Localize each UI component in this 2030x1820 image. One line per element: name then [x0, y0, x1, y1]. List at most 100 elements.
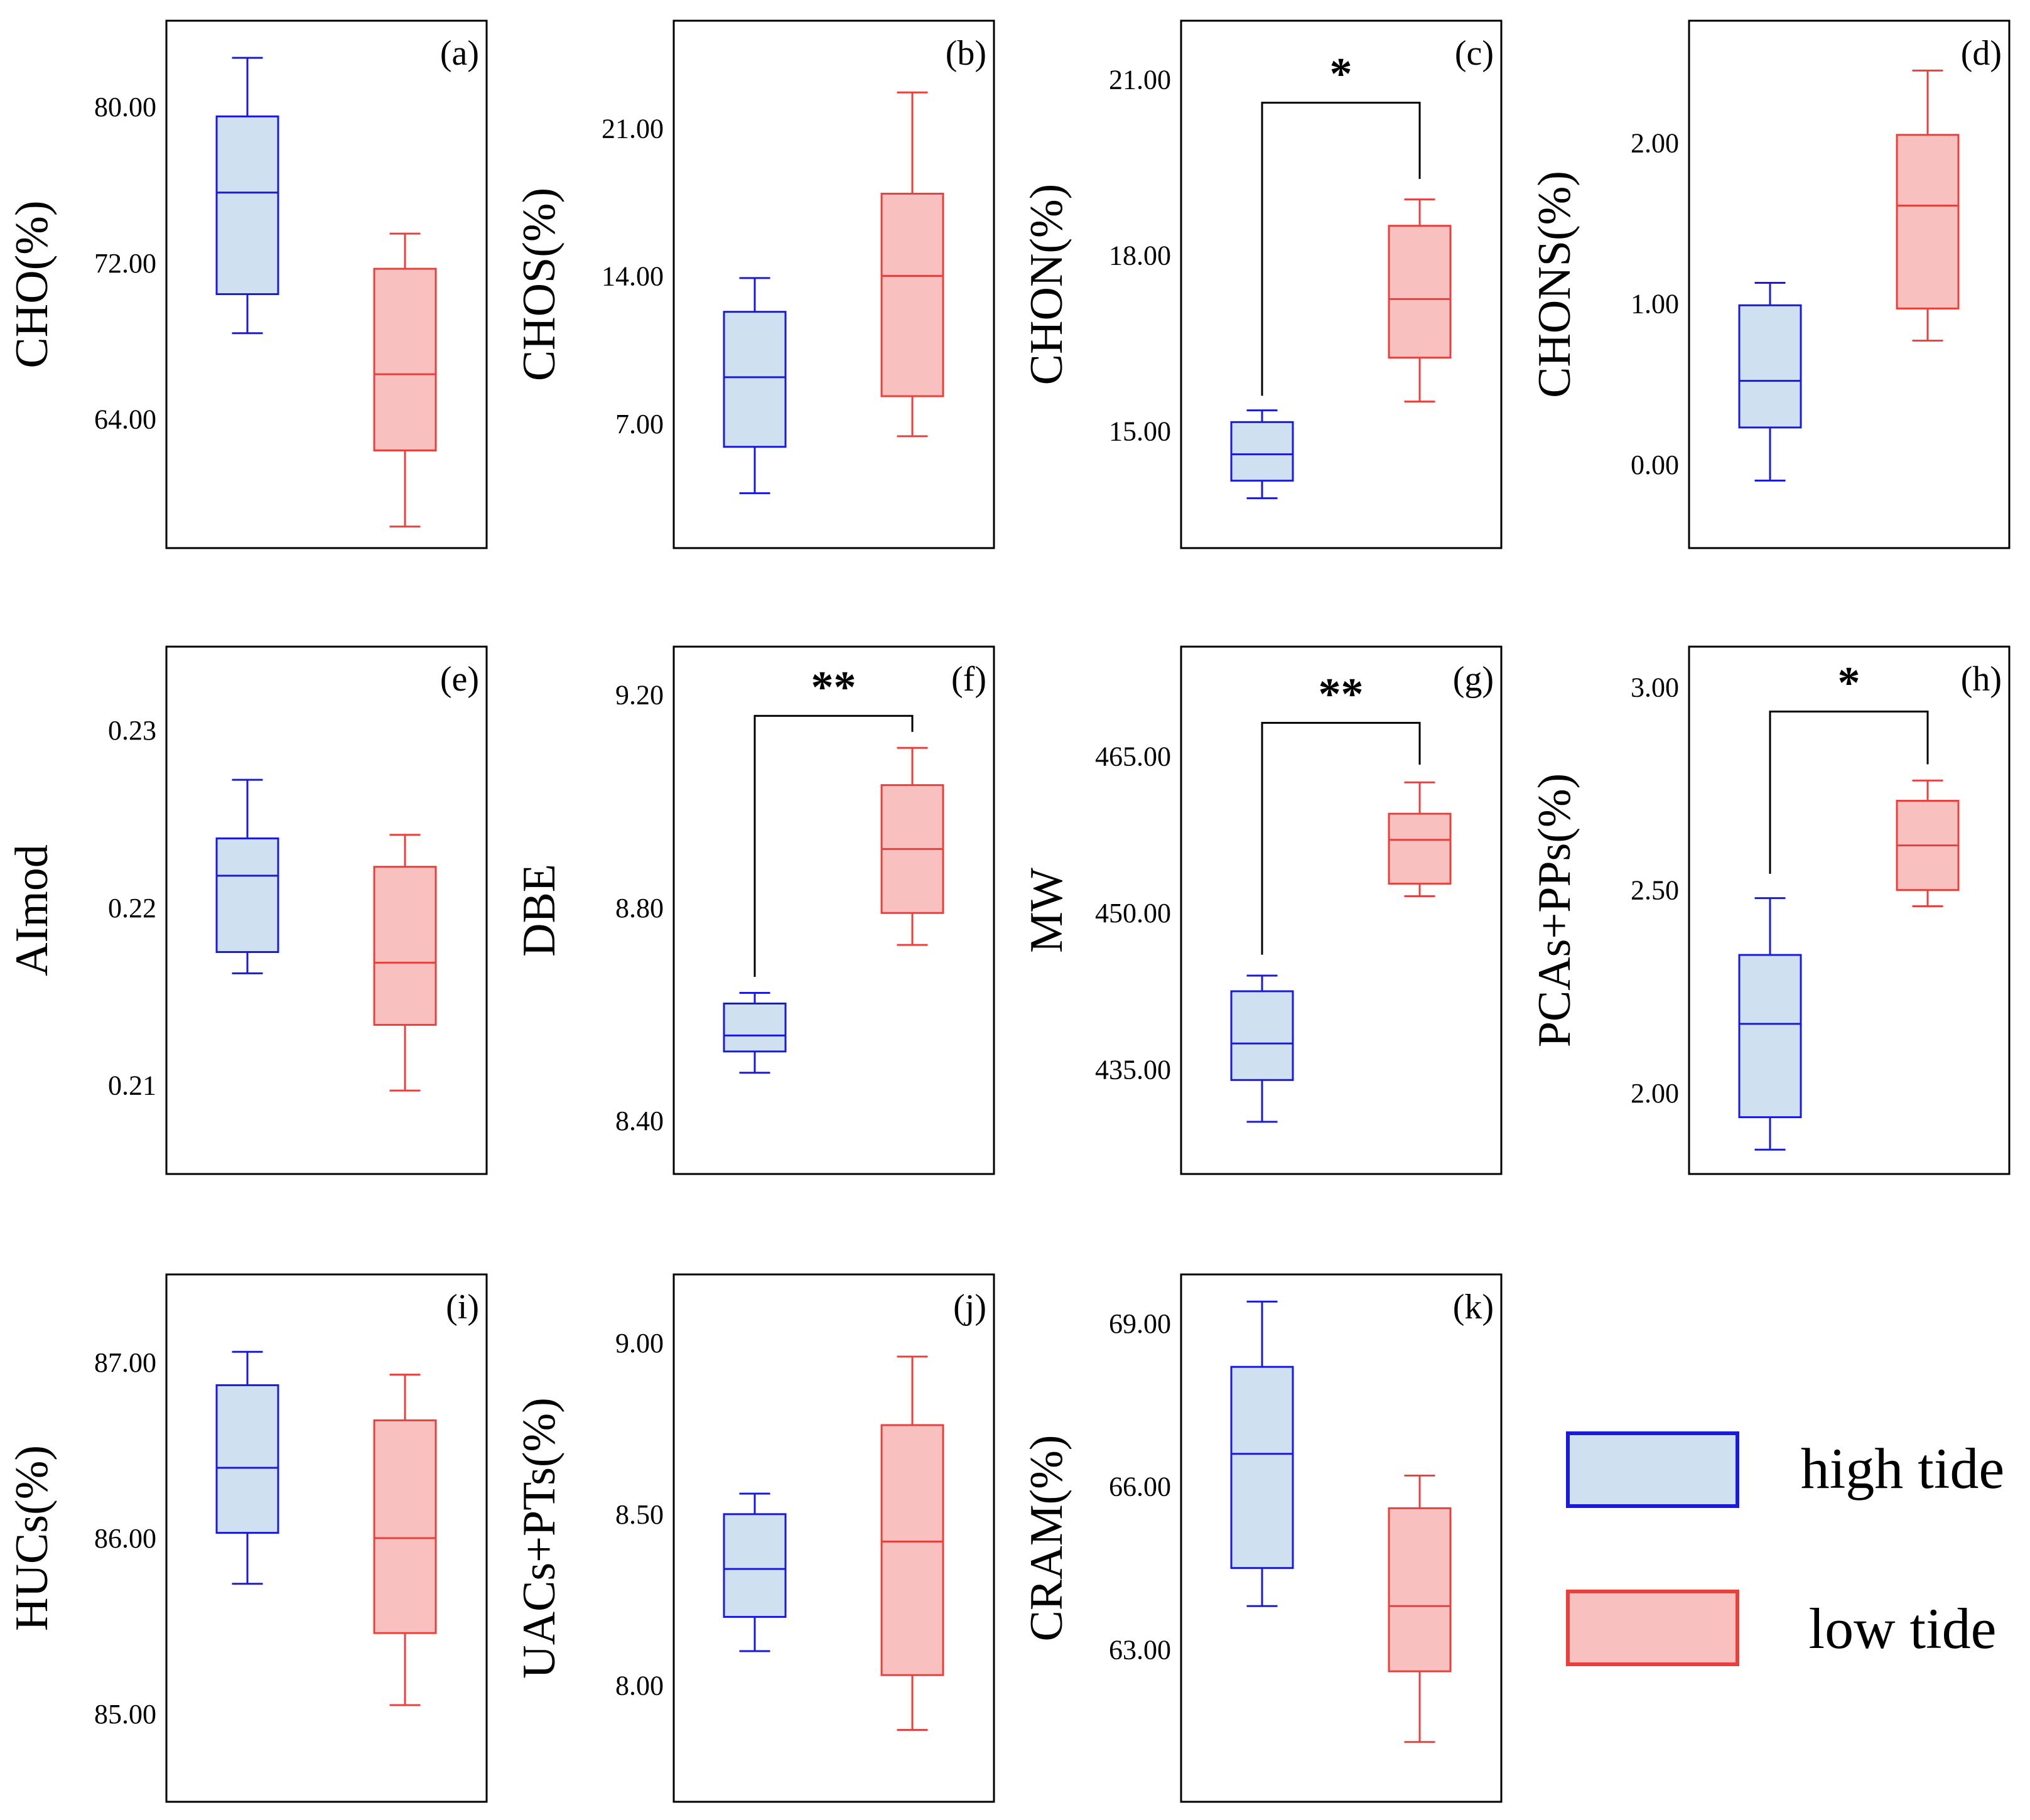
- box-high-tide: [215, 1350, 279, 1585]
- significance-bracket: *: [1261, 49, 1421, 396]
- y-tick-label: 7.00: [615, 409, 664, 439]
- y-tick-label: 14.00: [602, 261, 664, 292]
- iqr-box: [1738, 304, 1802, 429]
- y-axis-label: HUCs(%): [6, 1445, 58, 1631]
- significance-label: *: [1330, 49, 1352, 99]
- panel-frame: [672, 19, 995, 549]
- panel-k: 63.00 66.00 69.00 CRAM(%) (k): [1021, 1273, 1503, 1803]
- y-tick-label: 86.00: [94, 1523, 156, 1554]
- iqr-box: [1230, 1365, 1294, 1570]
- box-low-tide: [880, 91, 944, 438]
- bracket-line: [1261, 102, 1421, 396]
- y-axis-label: MW: [1021, 868, 1072, 953]
- panel-letter: (b): [946, 34, 986, 73]
- panel-i: 85.00 86.00 87.00 HUCs(%) (i): [6, 1273, 488, 1803]
- bracket-line: [753, 714, 914, 977]
- y-tick-label: 72.00: [94, 248, 156, 279]
- iqr-box: [1230, 421, 1294, 482]
- iqr-box: [215, 837, 279, 953]
- panel-frame: [1688, 645, 2011, 1175]
- iqr-box: [373, 267, 437, 451]
- iqr-box: [723, 1002, 787, 1053]
- y-axis-label: DBE: [514, 864, 565, 957]
- box-low-tide: [1896, 779, 1960, 908]
- panel-frame: [165, 645, 488, 1175]
- y-tick-label: 0.00: [1631, 450, 1679, 480]
- y-tick-label: 3.00: [1631, 672, 1679, 703]
- box-high-tide: [723, 992, 787, 1074]
- iqr-box: [1738, 954, 1802, 1119]
- box-low-tide: [373, 834, 437, 1092]
- panel-letter: (i): [446, 1288, 479, 1327]
- y-tick-label: 2.50: [1631, 875, 1679, 906]
- y-tick-label: 21.00: [602, 113, 664, 144]
- iqr-box: [373, 1419, 437, 1634]
- panel-b: 7.00 14.00 21.00 CHOS(%) (b): [514, 19, 995, 549]
- iqr-box: [1388, 225, 1452, 359]
- iqr-box: [880, 1424, 944, 1676]
- iqr-box: [373, 866, 437, 1026]
- box-high-tide: [1230, 409, 1294, 500]
- panel-letter: (g): [1453, 660, 1494, 699]
- panel-frame: [672, 1273, 995, 1803]
- y-tick-label: 18.00: [1109, 240, 1171, 271]
- box-high-tide: [1230, 1300, 1294, 1607]
- panel-frame: [1180, 1273, 1503, 1803]
- y-tick-label: 0.22: [108, 893, 156, 923]
- panel-j: 8.00 8.50 9.00 UACs+PTs(%) (j): [514, 1273, 995, 1803]
- panel-frame: [1688, 19, 2011, 549]
- iqr-box: [1230, 990, 1294, 1081]
- y-tick-label: 2.00: [1631, 128, 1679, 159]
- iqr-box: [880, 193, 944, 397]
- box-high-tide: [215, 57, 279, 335]
- panel-f: 8.40 8.80 9.20 DBE (f) **: [514, 645, 995, 1175]
- y-tick-label: 66.00: [1109, 1472, 1171, 1502]
- box-high-tide: [723, 1492, 787, 1652]
- legend-label-high-tide: high tide: [1801, 1436, 2005, 1500]
- y-tick-label: 15.00: [1109, 416, 1171, 446]
- panel-a: 64.00 72.00 80.00 CHO(%) (a): [6, 19, 488, 549]
- y-axis-label: PCAs+PPs(%): [1529, 773, 1580, 1048]
- box-low-tide: [1388, 1474, 1452, 1743]
- y-tick-label: 9.00: [615, 1328, 664, 1359]
- panel-letter: (d): [1961, 34, 2002, 73]
- y-axis-label: AImod: [6, 844, 58, 976]
- panel-letter: (j): [953, 1288, 986, 1327]
- box-low-tide: [373, 1374, 437, 1706]
- box-high-tide: [1738, 281, 1802, 482]
- iqr-box: [215, 115, 279, 296]
- box-low-tide: [1896, 69, 1960, 342]
- iqr-box: [1388, 1507, 1452, 1672]
- significance-label: **: [811, 662, 856, 712]
- box-high-tide: [723, 277, 787, 495]
- panel-letter: (k): [1453, 1288, 1494, 1327]
- y-tick-label: 87.00: [94, 1347, 156, 1378]
- y-tick-label: 9.20: [615, 679, 664, 710]
- panels-layer: 64.00 72.00 80.00 CHO(%) (a) 7.00 14.00 21.00 CH…: [6, 19, 2011, 1803]
- y-tick-label: 21.00: [1109, 64, 1171, 95]
- y-tick-label: 80.00: [94, 92, 156, 122]
- y-tick-label: 1.00: [1631, 289, 1679, 320]
- panel-letter: (c): [1455, 34, 1494, 73]
- significance-label: *: [1838, 657, 1860, 708]
- y-tick-label: 63.00: [1109, 1635, 1171, 1666]
- y-axis-label: CHON(%): [1021, 184, 1072, 385]
- box-low-tide: [373, 232, 437, 528]
- panel-frame: [165, 1273, 488, 1803]
- box-high-tide: [215, 778, 279, 974]
- y-axis-label: CHONS(%): [1529, 171, 1580, 398]
- y-tick-label: 8.80: [615, 893, 664, 923]
- panel-letter: (f): [951, 660, 986, 699]
- panel-g: 435.00 450.00 465.00 MW (g) **: [1021, 645, 1503, 1175]
- y-tick-label: 69.00: [1109, 1308, 1171, 1339]
- legend-swatch-high-tide: [1566, 1431, 1739, 1508]
- y-axis-label: CHO(%): [6, 200, 58, 368]
- panel-frame: [1180, 645, 1503, 1175]
- legend: high tide low tide: [1566, 1431, 2005, 1666]
- iqr-box: [723, 311, 787, 448]
- iqr-box: [723, 1513, 787, 1618]
- y-tick-label: 2.00: [1631, 1078, 1679, 1109]
- box-low-tide: [1388, 198, 1452, 403]
- panel-h: 2.00 2.50 3.00 PCAs+PPs(%) (h) *: [1529, 645, 2011, 1175]
